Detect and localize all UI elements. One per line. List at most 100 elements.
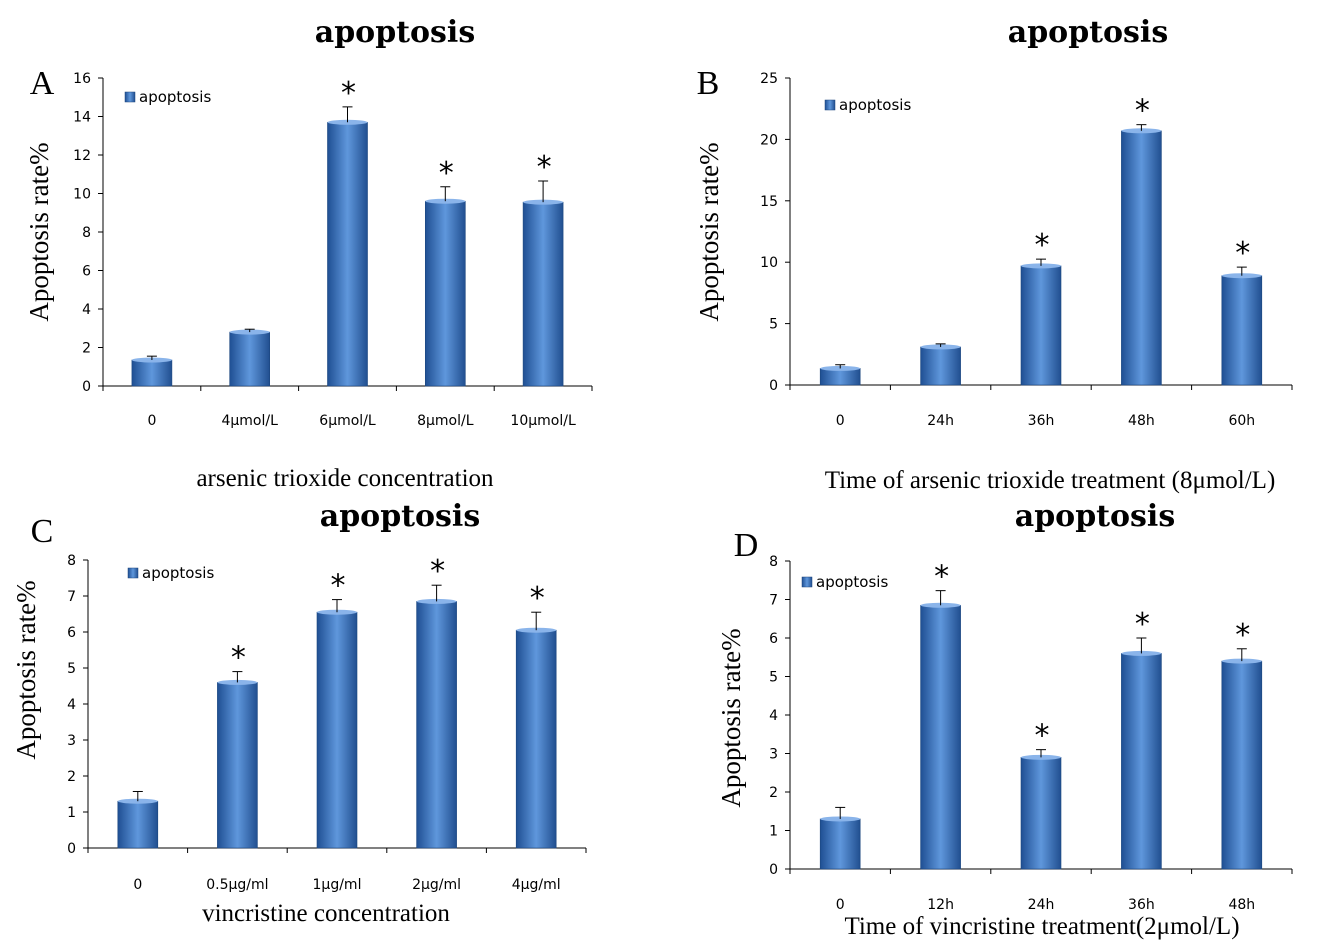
y-tick-label: 1 [67,805,76,821]
legend-label: apoptosis [142,564,214,582]
legend-swatch [824,99,836,111]
x-tick-label: 36h [1128,897,1155,913]
y-tick-label: 6 [67,625,76,641]
x-tick-label: 24h [927,413,954,429]
x-tick-label: 12h [927,897,954,913]
bar [316,611,358,849]
plot-area-c: 0 1 2 3 4 5 6 7 8 0 * 0.5μg/ml * 1μg/ml * 2μg/ml * 4μg/ml… [67,553,587,893]
y-axis-label-b: Apoptosis rate% [694,142,724,321]
y-tick-label: 25 [760,71,778,87]
y-tick-label: 7 [769,593,778,609]
bar [327,121,368,387]
y-tick-label: 4 [82,302,91,318]
y-tick-label: 8 [67,553,76,569]
y-tick-label: 6 [82,264,91,280]
x-tick-label: 60h [1228,413,1255,429]
x-tick-label: 48h [1128,413,1155,429]
panel-d: apoptosis D Apoptosis rate% Time of vinc… [716,499,1293,940]
x-axis-label-b: Time of arsenic trioxide treatment (8μmo… [825,467,1276,494]
y-tick-label: 16 [73,71,91,87]
legend-label: apoptosis [839,96,911,114]
significance-star: * [331,569,346,604]
y-tick-label: 1 [769,824,778,840]
x-tick-label: 4μmol/L [221,413,278,429]
y-tick-label: 20 [760,132,778,148]
panel-letter-b: B [697,65,720,102]
x-tick-label: 0 [147,413,156,429]
x-tick-label: 0.5μg/ml [206,877,268,893]
chart-title-d: apoptosis [1015,499,1175,534]
bar [1221,275,1263,386]
plot-area-d: 0 1 2 3 4 5 6 7 8 0 * 12h * 24h * 36h * 48h apoptosis [769,554,1293,913]
legend-label: apoptosis [816,573,888,591]
significance-star: * [530,581,545,616]
y-tick-label: 5 [67,661,76,677]
y-axis-label-a: Apoptosis rate% [24,142,54,321]
significance-star: * [1235,618,1250,653]
x-axis-label-c: vincristine concentration [202,900,450,927]
y-tick-label: 3 [769,747,778,763]
bar [131,359,173,387]
y-tick-label: 4 [67,697,76,713]
bar [1121,653,1162,870]
y-tick-label: 7 [67,589,76,605]
bar [920,346,961,386]
significance-star: * [934,560,949,595]
significance-star: * [1035,719,1050,754]
y-tick-label: 5 [769,317,778,333]
significance-star: * [231,641,246,676]
y-tick-label: 14 [73,110,91,126]
y-tick-label: 12 [73,148,91,164]
x-tick-label: 6μmol/L [319,413,376,429]
bar [229,331,270,387]
significance-star: * [537,150,552,185]
y-tick-label: 2 [82,341,91,357]
bar [217,682,258,849]
significance-star: * [430,554,445,589]
x-tick-label: 0 [836,897,845,913]
panel-b: apoptosis B Apoptosis rate% Time of arse… [694,15,1293,494]
bar [1020,757,1062,870]
y-tick-label: 0 [82,379,91,395]
significance-star: * [1135,607,1150,642]
y-tick-label: 6 [769,631,778,647]
y-tick-label: 2 [67,769,76,785]
x-tick-label: 48h [1228,897,1255,913]
bar [920,604,961,870]
y-axis-label-d: Apoptosis rate% [716,628,746,807]
bar [1221,660,1263,870]
panel-letter-c: C [31,513,54,550]
significance-star: * [1035,228,1050,263]
x-tick-label: 2μg/ml [412,877,461,893]
y-tick-label: 3 [67,733,76,749]
x-tick-label: 36h [1028,413,1055,429]
y-tick-label: 8 [82,225,91,241]
bar [424,200,466,387]
x-tick-label: 1μg/ml [313,877,362,893]
x-tick-label: 8μmol/L [417,413,474,429]
x-tick-label: 4μg/ml [512,877,561,893]
bar [515,629,557,849]
x-tick-label: 24h [1028,897,1055,913]
panel-letter-a: A [30,65,55,102]
panel-c: apoptosis C Apoptosis rate% vincristine … [11,499,587,927]
x-tick-label: 0 [133,877,142,893]
y-tick-label: 4 [769,708,778,724]
x-tick-label: 10μmol/L [510,413,576,429]
legend-swatch [801,576,813,588]
significance-star: * [1235,236,1250,271]
bar [117,800,159,849]
bar [1020,265,1062,386]
legend-swatch [124,91,136,103]
y-tick-label: 15 [760,194,778,210]
y-tick-label: 5 [769,670,778,686]
x-axis-label-a: arsenic trioxide concentration [196,465,494,492]
y-tick-label: 8 [769,554,778,570]
y-tick-label: 0 [769,378,778,394]
bar [1121,130,1162,386]
chart-title-b: apoptosis [1008,15,1168,50]
y-tick-label: 2 [769,785,778,801]
panel-letter-d: D [734,527,759,564]
y-tick-label: 0 [67,841,76,857]
significance-star: * [341,76,356,111]
